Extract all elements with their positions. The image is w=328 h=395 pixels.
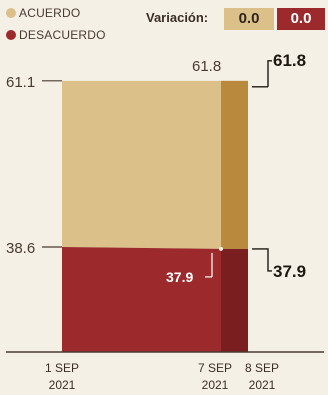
leader-end-desacuerdo xyxy=(252,248,272,272)
x-tick-label-2: 7 SEP xyxy=(198,361,232,375)
area-desacuerdo xyxy=(62,247,221,352)
leader-end-acuerdo xyxy=(252,60,272,88)
data-label-start-desacuerdo: 38.6 xyxy=(6,240,35,257)
data-label-end-acuerdo: 61.8 xyxy=(273,51,306,70)
variation-disagree-value: 0.0 xyxy=(277,8,325,30)
legend-item-acuerdo: ACUERDO xyxy=(6,6,80,20)
x-tick-year-2: 2021 xyxy=(202,378,229,392)
x-tick-label-1: 1 SEP xyxy=(45,361,79,375)
legend-swatch-acuerdo xyxy=(6,8,16,18)
data-label-prev-acuerdo: 61.8 xyxy=(192,58,221,75)
area-desacuerdo-latest xyxy=(221,248,248,352)
data-label-end-desacuerdo: 37.9 xyxy=(273,262,306,281)
variation-agree-value: 0.0 xyxy=(224,8,274,30)
legend-label-desacuerdo: DESACUERDO xyxy=(19,28,106,42)
x-tick-label-3: 8 SEP xyxy=(245,361,279,375)
x-tick-year-3: 2021 xyxy=(249,378,276,392)
marker-prev-desacuerdo xyxy=(219,246,223,251)
legend-item-desacuerdo: DESACUERDO xyxy=(6,28,106,42)
x-tick-year-1: 2021 xyxy=(49,378,76,392)
variation-label: Variación: xyxy=(146,10,209,25)
legend-label-acuerdo: ACUERDO xyxy=(19,6,81,20)
area-acuerdo xyxy=(62,80,221,249)
data-label-prev-desacuerdo: 37.9 xyxy=(166,269,193,285)
area-acuerdo-latest xyxy=(221,80,248,249)
legend-swatch-desacuerdo xyxy=(6,30,16,40)
data-label-start-acuerdo: 61.1 xyxy=(6,74,35,91)
